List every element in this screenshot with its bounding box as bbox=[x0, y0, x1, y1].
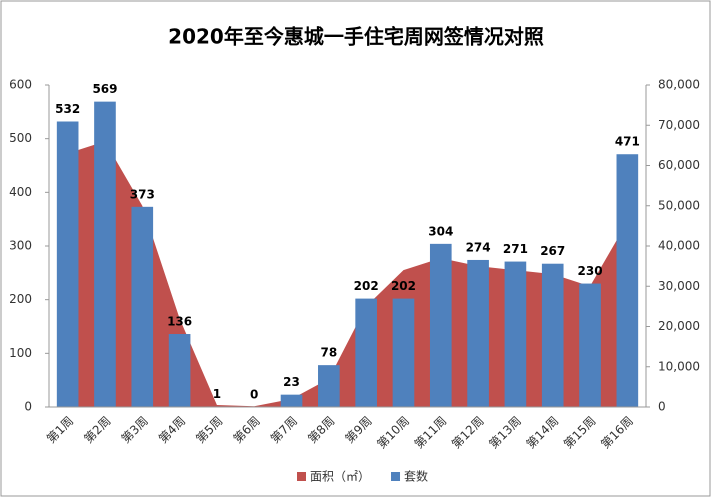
value-label: 136 bbox=[167, 315, 192, 329]
value-label: 202 bbox=[354, 279, 379, 293]
legend-label: 套数 bbox=[404, 469, 428, 484]
value-label: 202 bbox=[391, 279, 416, 293]
bar bbox=[94, 101, 116, 408]
y-tick-label: 0 bbox=[24, 400, 32, 414]
value-label: 78 bbox=[320, 346, 337, 360]
value-label: 230 bbox=[578, 264, 603, 278]
y2-tick-label: 70,000 bbox=[658, 118, 700, 132]
legend-swatch bbox=[297, 472, 306, 481]
value-label: 1 bbox=[213, 387, 221, 401]
bar bbox=[579, 283, 601, 407]
bar bbox=[541, 263, 564, 407]
legend-swatch bbox=[391, 472, 401, 481]
y-tick-label: 500 bbox=[9, 131, 32, 145]
bar bbox=[168, 334, 191, 407]
y2-tick-label: 30,000 bbox=[658, 279, 700, 293]
y-tick-label: 300 bbox=[9, 239, 32, 253]
y2-tick-label: 20,000 bbox=[658, 319, 700, 333]
y2-tick-label: 10,000 bbox=[658, 359, 700, 373]
value-label: 0 bbox=[250, 388, 258, 402]
y2-tick-label: 0 bbox=[658, 400, 666, 414]
bar bbox=[131, 206, 154, 407]
y2-tick-label: 60,000 bbox=[658, 158, 700, 172]
bar bbox=[56, 121, 79, 407]
y-tick-label: 600 bbox=[9, 78, 32, 92]
y-tick-label: 400 bbox=[9, 185, 32, 199]
y2-tick-label: 50,000 bbox=[658, 198, 700, 212]
y-tick-label: 100 bbox=[9, 346, 32, 360]
value-label: 373 bbox=[130, 187, 155, 201]
value-label: 569 bbox=[92, 82, 117, 96]
value-label: 471 bbox=[615, 135, 640, 149]
y2-tick-label: 80,000 bbox=[658, 78, 700, 92]
value-label: 304 bbox=[428, 224, 453, 238]
bar bbox=[616, 154, 639, 407]
value-label: 274 bbox=[466, 240, 491, 254]
y-tick-label: 200 bbox=[9, 292, 32, 306]
value-label: 23 bbox=[283, 375, 300, 389]
bar bbox=[504, 261, 527, 407]
value-label: 267 bbox=[540, 244, 565, 258]
value-label: 532 bbox=[55, 102, 80, 116]
bar bbox=[392, 298, 415, 407]
value-label: 271 bbox=[503, 242, 528, 256]
bar bbox=[467, 259, 489, 407]
bar bbox=[280, 394, 303, 407]
legend-label: 面积（㎡） bbox=[310, 470, 370, 484]
bar bbox=[355, 298, 377, 407]
bar bbox=[429, 243, 452, 407]
bar bbox=[318, 365, 340, 407]
chart-title: 2020年至今惠城一手住宅周网签情况对照 bbox=[168, 25, 544, 49]
y2-tick-label: 40,000 bbox=[658, 239, 700, 253]
